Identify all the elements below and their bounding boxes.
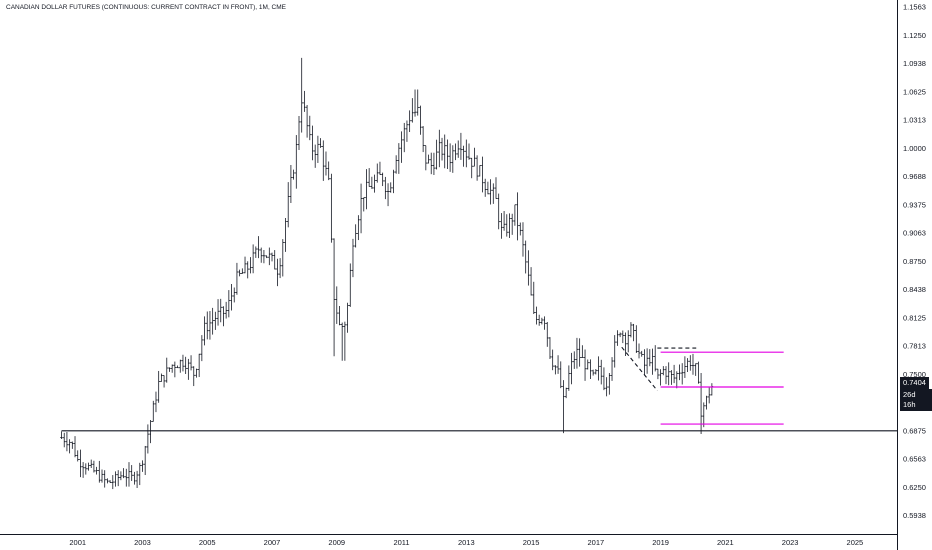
plot-background (0, 0, 897, 550)
time-tick-label: 2011 (393, 538, 409, 547)
price-axis[interactable]: 1.1563 1.1250 1.0938 1.0625 1.0313 1.0000 0.96… (903, 2, 926, 520)
price-tick-label: 0.7813 (903, 342, 926, 351)
bar-countdown-label: 26d 16h (900, 389, 932, 411)
time-tick-label: 2025 (847, 538, 864, 547)
price-tick-label: 0.6875 (903, 426, 926, 435)
time-tick-label: 2023 (782, 538, 799, 547)
price-tick-label: 0.8438 (903, 285, 926, 294)
price-tick-label: 0.6563 (903, 455, 926, 464)
time-tick-label: 2007 (264, 538, 281, 547)
price-tick-label: 0.8125 (903, 313, 926, 322)
price-tick-label: 0.9063 (903, 229, 926, 238)
price-tick-label: 1.0000 (903, 144, 926, 153)
price-tick-label: 1.0625 (903, 87, 926, 96)
time-tick-label: 2005 (199, 538, 216, 547)
time-tick-label: 2019 (652, 538, 669, 547)
time-tick-label: 2021 (717, 538, 734, 547)
time-tick-label: 2017 (587, 538, 604, 547)
price-tick-label: 0.6250 (903, 483, 926, 492)
price-tick-label: 1.0313 (903, 115, 926, 124)
price-tick-label: 1.1563 (903, 2, 926, 11)
drawn-dashed-line[interactable] (621, 346, 658, 391)
price-tick-label: 0.8750 (903, 257, 926, 266)
price-tick-label: 0.5938 (903, 511, 926, 520)
price-tick-label: 0.7500 (903, 370, 926, 379)
time-axis[interactable]: 2001 2003 2005 2007 2009 2011 2013 2015 2017 2019… (69, 538, 863, 547)
time-tick-label: 2015 (523, 538, 540, 547)
time-tick-label: 2001 (69, 538, 86, 547)
last-price-label: 0.7404 (900, 377, 929, 389)
price-tick-label: 0.9375 (903, 200, 926, 209)
time-tick-label: 2009 (328, 538, 345, 547)
price-tick-label: 1.0938 (903, 59, 926, 68)
price-tick-label: 0.9688 (903, 172, 926, 181)
drawn-lines (61, 346, 897, 432)
time-tick-label: 2013 (458, 538, 475, 547)
time-tick-label: 2003 (134, 538, 151, 547)
ohlc-bars (60, 57, 714, 490)
price-tick-label: 1.1250 (903, 31, 926, 40)
chart-title: CANADIAN DOLLAR FUTURES (CONTINUOUS: CUR… (6, 4, 286, 11)
